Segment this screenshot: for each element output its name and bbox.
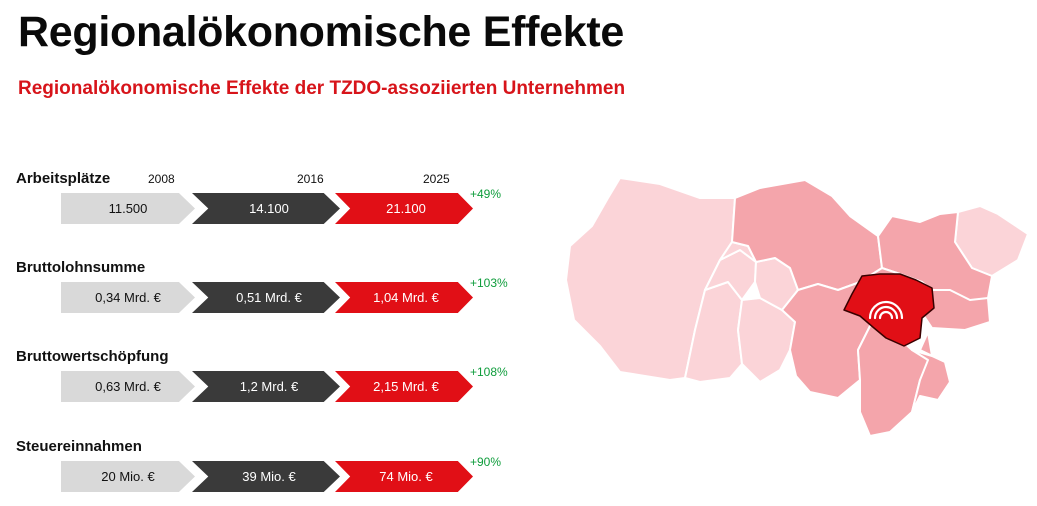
growth-percentage: +103% bbox=[470, 276, 508, 290]
value-2016: 1,2 Mrd. € bbox=[192, 371, 340, 402]
map-region-south-small bbox=[911, 349, 951, 413]
signal-waves-icon bbox=[868, 300, 904, 320]
metric-arbeitsplaetze: Arbeitsplätze 2008 2016 2025 11.500 14.1… bbox=[0, 170, 560, 230]
map-region-east bbox=[919, 281, 991, 331]
value-2008: 11.500 bbox=[61, 193, 195, 224]
metric-label: Bruttowertschöpfung bbox=[16, 348, 169, 365]
map-region-west bbox=[565, 177, 736, 381]
metric-label: Arbeitsplätze bbox=[16, 170, 111, 187]
growth-percentage: +49% bbox=[470, 187, 502, 201]
year-2016-label: 2016 bbox=[297, 172, 324, 186]
value-2008: 20 Mio. € bbox=[61, 461, 195, 492]
value-2008: 0,34 Mrd. € bbox=[61, 282, 195, 313]
value-2025: 1,04 Mrd. € bbox=[335, 282, 473, 313]
growth-percentage: +90% bbox=[470, 455, 502, 469]
metric-bruttowertschoepfung: Bruttowertschöpfung 0,63 Mrd. € 1,2 Mrd.… bbox=[0, 348, 560, 408]
metric-steuereinnahmen: Steuereinnahmen 20 Mio. € 39 Mio. € 74 M… bbox=[0, 438, 560, 498]
value-2016: 14.100 bbox=[192, 193, 340, 224]
value-2025: 2,15 Mrd. € bbox=[335, 371, 473, 402]
value-2016: 0,51 Mrd. € bbox=[192, 282, 340, 313]
year-2025-label: 2025 bbox=[423, 172, 450, 186]
region-map bbox=[565, 177, 1029, 437]
growth-percentage: +108% bbox=[470, 365, 508, 379]
metric-bruttolohnsumme: Bruttolohnsumme 0,34 Mrd. € 0,51 Mrd. € … bbox=[0, 259, 560, 319]
value-2025: 21.100 bbox=[335, 193, 473, 224]
page-title: Regionalökonomische Effekte bbox=[18, 8, 624, 56]
metric-label: Bruttolohnsumme bbox=[16, 259, 146, 276]
value-2016: 39 Mio. € bbox=[192, 461, 340, 492]
value-2008: 0,63 Mrd. € bbox=[61, 371, 195, 402]
value-2025: 74 Mio. € bbox=[335, 461, 473, 492]
metric-label: Steuereinnahmen bbox=[16, 438, 142, 455]
page-subtitle: Regionalökonomische Effekte der TZDO-ass… bbox=[18, 78, 626, 99]
map-region-center-highlight bbox=[843, 273, 935, 347]
year-2008-label: 2008 bbox=[148, 172, 175, 186]
